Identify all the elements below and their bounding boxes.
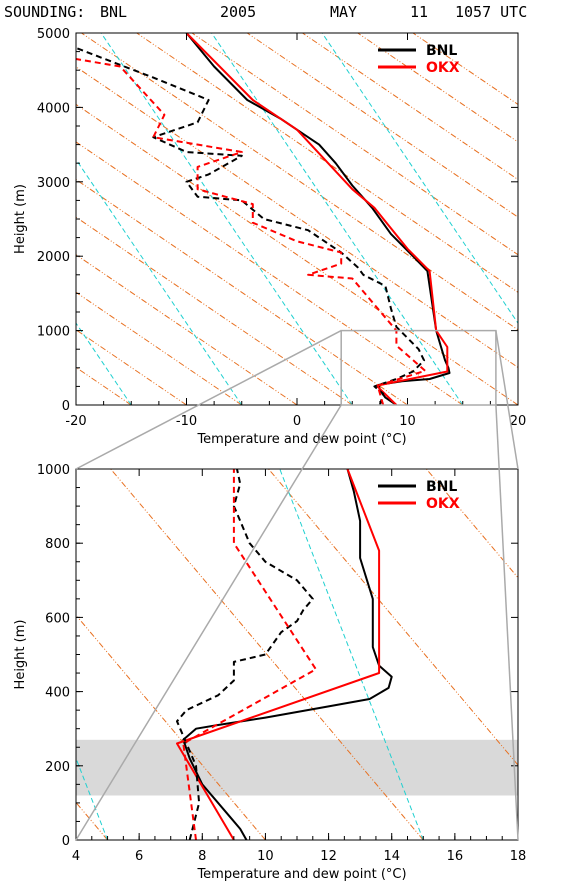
bottom-x-tick-label: 14 [383,849,400,864]
bottom-y-tick-label: 400 [45,686,70,701]
top-dry-adiabat-14 [357,33,518,143]
top-dry-adiabat-7 [76,103,518,405]
bottom-y-tick-label: 1000 [37,463,70,478]
top-axes-frame [75,32,519,406]
top-dry-adiabat-3 [76,254,298,405]
zoom-connector-right-top [495,330,519,470]
bottom-dry-adiabat-3 [76,614,266,840]
top-dry-adiabat-9 [81,33,518,331]
header-station: BNL [100,3,128,21]
top-dry-adiabat-8 [76,66,518,369]
top-x-tick-label: -20 [65,414,86,429]
top-okx-temperature-line [185,33,449,405]
header-time: 1057 UTC [455,3,528,21]
zoom-connector-left-top [75,329,342,470]
bottom-dry-adiabat-4 [110,469,424,840]
top-dry-adiabat-2 [76,291,243,405]
header-month: MAY [330,3,358,21]
header-day: 11 [410,3,429,21]
legend-label-okx: OKX [426,60,460,76]
bottom-y-tick-label: 0 [62,834,70,849]
zoom-box [340,329,497,406]
top-plot-area [76,33,518,405]
top-dry-adiabat-6 [76,141,464,405]
header-label: SOUNDING: [4,3,86,21]
top-x-axis-label: Temperature and dew point (°C) [196,432,406,447]
bottom-y-tick-label: 200 [45,760,70,775]
top-bnl-dew-point-line [76,46,426,405]
top-dry-adiabat-4 [76,216,353,405]
top-y-tick-label: 1000 [37,325,70,340]
bottom-y-axis-label: Height (m) [13,620,28,690]
bottom-y-tick-label: 600 [45,611,70,626]
bottom-moist-adiabat-0 [76,756,109,840]
top-moist-adiabat-2 [100,33,353,405]
bottom-dry-adiabat-5 [268,469,518,766]
top-dry-adiabat-5 [76,178,408,405]
bottom-x-tick-label: 8 [198,849,206,864]
top-dry-adiabat-11 [191,33,518,256]
bottom-x-axis-label: Temperature and dew point (°C) [196,867,406,882]
top-y-axis-label: Height (m) [13,184,28,254]
top-moist-adiabat-1 [76,158,243,405]
top-x-tick-label: 20 [510,414,527,429]
bottom-y-tick-label: 800 [45,537,70,552]
zoom-connector-left-bottom [75,404,342,841]
bottom-plot-area [76,469,518,840]
sounding-header: SOUNDING: BNL 2005 MAY 11 1057 UTC [0,0,565,24]
top-y-tick-label: 5000 [37,27,70,42]
bottom-x-tick-label: 10 [257,849,274,864]
bottom-x-tick-label: 6 [135,849,143,864]
top-y-tick-label: 0 [62,399,70,414]
bottom-x-tick-label: 16 [447,849,464,864]
top-moist-adiabat-0 [76,322,132,405]
top-y-tick-label: 4000 [37,101,70,116]
bottom-shaded-band [76,739,518,796]
bottom-x-tick-label: 12 [320,849,337,864]
top-x-tick-label: 0 [293,414,301,429]
top-x-tick-label: 10 [399,414,416,429]
top-dry-adiabat-13 [302,33,518,181]
legend-label-bnl: BNL [426,43,457,59]
top-moist-adiabat-3 [211,33,464,405]
legend-label-bnl: BNL [426,479,457,495]
zoom-connector-right-bottom [495,404,519,841]
top-dry-adiabat-10 [136,33,518,293]
bottom-x-tick-label: 18 [510,849,527,864]
bottom-bnl-temperature-line [182,469,393,840]
legend-label-okx: OKX [426,496,460,512]
bottom-bnl-dew-point-line [176,469,314,840]
top-moist-adiabat-4 [321,33,518,325]
top-y-tick-label: 3000 [37,176,70,191]
top-y-tick-label: 2000 [37,250,70,265]
top-dry-adiabat-12 [246,33,518,218]
bottom-okx-dew-point-line [182,469,317,840]
top-dry-adiabat-15 [412,33,518,106]
header-year: 2005 [220,3,257,21]
top-x-tick-label: -10 [176,414,197,429]
bottom-moist-adiabat-1 [279,469,424,840]
bottom-x-tick-label: 4 [72,849,80,864]
